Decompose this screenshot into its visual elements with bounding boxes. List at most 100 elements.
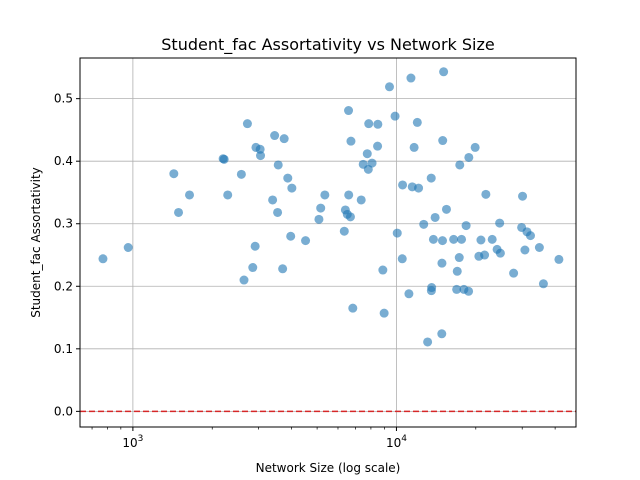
y-tick-label: 0.0 [54,404,73,418]
data-point [409,142,419,152]
data-point [242,119,252,129]
data-point [273,207,283,217]
data-point [509,268,519,278]
plot-area-frame [79,57,577,428]
chart-title: Student_fac Assortativity vs Network Siz… [161,35,494,55]
y-axis-ticks: 0.0 0.1 0.2 0.3 0.4 0.5 [54,92,80,418]
data-point [455,160,465,170]
y-axis-label: Student_fac Assortativity [29,167,43,318]
data-point [316,203,326,213]
data-point [356,195,366,205]
data-point [525,231,535,241]
data-point [392,228,402,238]
data-point [437,236,447,246]
data-point [470,142,480,152]
data-point [423,337,433,347]
data-point [534,243,544,253]
data-point [378,265,388,275]
data-point [301,236,311,246]
data-point [428,234,438,244]
data-point [379,308,389,318]
data-point [406,73,416,83]
data-point [339,226,349,236]
x-tick-label: 103 [122,434,143,450]
data-point [457,234,467,244]
data-point [398,180,408,190]
data-point [430,212,440,222]
data-point [464,152,474,162]
x-axis-ticks: 103 104 [91,427,556,450]
y-tick-label: 0.4 [54,154,73,168]
data-point [538,279,548,289]
data-point [344,190,354,200]
data-point [495,248,505,258]
data-point [373,141,383,151]
data-point [256,151,266,161]
data-point [384,82,394,92]
data-point [437,258,447,268]
x-tick-label: 104 [386,434,407,450]
data-point [344,106,354,116]
data-point [239,275,249,285]
data-point [404,289,414,299]
y-tick-label: 0.5 [54,92,73,106]
x-axis-label: Network Size (log scale) [256,461,401,475]
data-point [495,218,505,228]
data-point [123,243,133,253]
data-point [419,219,429,229]
data-point [439,67,449,77]
data-point [283,173,293,183]
data-point [367,158,377,168]
data-point [278,264,288,274]
data-point [279,134,289,144]
data-point [480,250,490,260]
data-point [518,191,528,201]
data-points [98,67,564,347]
data-point [449,234,459,244]
data-point [286,231,296,241]
data-point [412,117,422,127]
data-point [169,169,179,179]
data-point [364,119,374,129]
data-point [373,119,383,129]
data-point [427,283,437,293]
y-tick-label: 0.3 [54,217,73,231]
data-point [438,136,448,146]
data-point [236,169,246,179]
data-point [174,207,184,217]
data-point [287,183,297,193]
data-point [248,263,258,273]
data-point [476,235,486,245]
data-point [414,183,424,193]
grid-lines [80,58,576,427]
y-tick-label: 0.1 [54,342,73,356]
data-point [270,131,280,141]
data-point [452,284,462,294]
data-point [481,189,491,199]
data-point [362,149,372,159]
data-point [346,136,356,146]
data-point [219,154,229,164]
data-point [437,329,447,339]
data-point [250,241,260,251]
data-point [348,303,358,313]
data-point [520,245,530,255]
data-point [452,266,462,276]
data-point [268,195,278,205]
data-point [464,286,474,296]
data-point [554,254,564,264]
data-point [314,214,324,224]
data-point [345,212,355,222]
data-point [320,190,330,200]
data-point [441,204,451,214]
data-point [223,190,233,200]
data-point [185,190,195,200]
data-point [98,254,108,264]
data-point [461,221,471,231]
data-point [273,160,283,170]
y-tick-label: 0.2 [54,279,73,293]
data-point [426,173,436,183]
data-point [390,111,400,121]
data-point [397,254,407,264]
